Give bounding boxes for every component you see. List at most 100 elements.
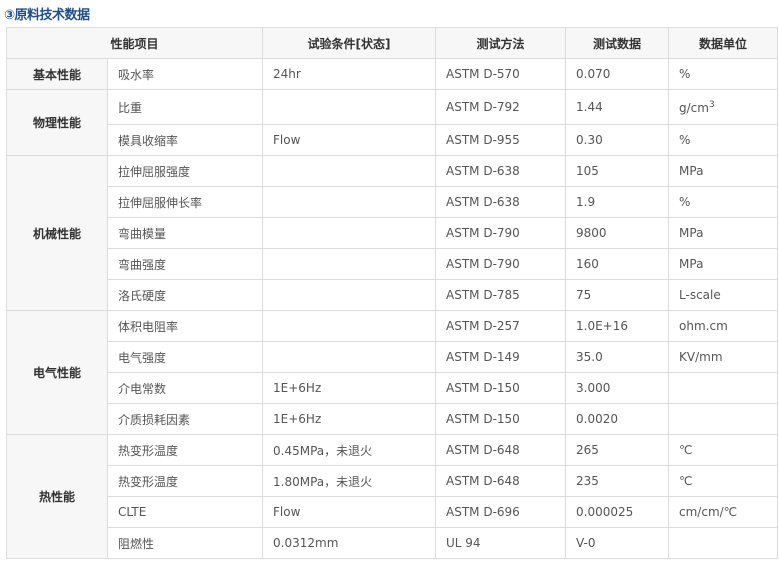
cell-condition [262, 155, 437, 187]
table-row: 电气性能 体积电阻率 ASTM D-257 1.0E+16 ohm.cm [6, 310, 779, 435]
cell-method: ASTM D-257 [435, 310, 567, 342]
table-row: 拉伸屈服伸长率 ASTM D-638 1.9% [7, 186, 779, 218]
cell-method: ASTM D-150 [435, 372, 567, 404]
cell-item: 弯曲强度 [106, 248, 264, 280]
cell-unit: KV/mm [668, 341, 779, 373]
header-property: 性能项目 [5, 27, 264, 59]
cell-unit: % [668, 186, 779, 218]
cell-value: 105 [565, 155, 670, 187]
cell-item: 阻燃性 [106, 527, 264, 559]
cell-item: 吸水率 [106, 58, 264, 90]
unit-text: g/cm [679, 100, 709, 115]
unit-superscript: 3 [708, 99, 715, 110]
cell-value: 3.000 [565, 372, 670, 404]
cell-condition: Flow [262, 124, 437, 156]
cell-value: 35.0 [565, 341, 670, 373]
cell-method: ASTM D-638 [435, 155, 567, 187]
group-label: 机械性能 [6, 155, 108, 311]
table-row: 介电常数 1E+6Hz ASTM D-150 3.000 [7, 372, 779, 404]
cell-method: ASTM D-792 [435, 89, 567, 125]
cell-item: 拉伸屈服伸长率 [106, 186, 264, 218]
cell-method: ASTM D-955 [435, 124, 567, 156]
cell-value: V-0 [565, 527, 670, 559]
table-row: 阻燃性 0.0312mm UL 94 V-0 [7, 527, 779, 559]
cell-value: 1.0E+16 [565, 310, 670, 342]
cell-unit [668, 372, 779, 404]
cell-condition [262, 186, 437, 218]
cell-condition: 0.45MPa，未退火 [262, 434, 437, 466]
cell-unit: g/cm3 [668, 89, 779, 125]
cell-unit: ℃ [668, 465, 779, 497]
header-condition: 试验条件[状态] [262, 27, 437, 59]
cell-item: 洛氏硬度 [106, 279, 264, 311]
cell-condition [262, 310, 437, 342]
cell-unit: % [668, 58, 779, 90]
table-row: 弯曲模量 ASTM D-790 9800 MPa [7, 217, 779, 249]
cell-item: 体积电阻率 [106, 310, 264, 342]
cell-value: 235 [565, 465, 670, 497]
cell-condition [262, 341, 437, 373]
cell-condition [262, 248, 437, 280]
cell-condition: 0.0312mm [262, 527, 437, 559]
cell-value: 9800 [565, 217, 670, 249]
cell-value: 1.44 [565, 89, 670, 125]
cell-item: 拉伸屈服强度 [106, 155, 264, 187]
cell-method: ASTM D-149 [435, 341, 567, 373]
group-label: 热性能 [6, 434, 108, 559]
cell-condition [262, 217, 437, 249]
cell-condition: Flow [262, 496, 437, 528]
cell-unit: L-scale [668, 279, 779, 311]
cell-value: 0.000025 [565, 496, 670, 528]
cell-item: 比重 [106, 89, 264, 125]
table-row: 机械性能 拉伸屈服强度 ASTM D-638 105 MPa [6, 155, 779, 311]
cell-method: UL 94 [435, 527, 567, 559]
table-row: 物理性能 比重 ASTM D-792 1.44 g/cm3 [6, 89, 779, 156]
header-method: 测试方法 [435, 27, 567, 59]
cell-item: 弯曲模量 [106, 217, 264, 249]
cell-value: 160 [565, 248, 670, 280]
cell-item: CLTE [106, 496, 264, 528]
cell-unit: MPa [668, 155, 779, 187]
cell-item: 热变形温度 [106, 434, 264, 466]
group-label: 基本性能 [6, 58, 108, 90]
cell-unit: % [668, 124, 779, 156]
group-label: 物理性能 [6, 89, 108, 156]
table-row: 基本性能 吸水率 24hr ASTM D-570 0.070% [6, 58, 779, 90]
table-row: 热性能 热变形温度 0.45MPa，未退火 ASTM D-648 265 ℃ [6, 434, 779, 559]
cell-condition: 24hr [262, 58, 437, 90]
cell-item: 介质损耗因素 [106, 403, 264, 435]
cell-unit: MPa [668, 248, 779, 280]
cell-value: 265 [565, 434, 670, 466]
tech-data-table: 性能项目 试验条件[状态] 测试方法 测试数据 数据单位 基本性能 吸水率 24hr… [5, 27, 779, 559]
cell-item: 热变形温度 [106, 465, 264, 497]
table-row: 介质损耗因素 1E+6Hz ASTM D-150 0.0020 [7, 403, 779, 435]
cell-method: ASTM D-150 [435, 403, 567, 435]
table-row: CLTE Flow ASTM D-696 0.000025 cm/cm/℃ [7, 496, 779, 528]
section-title: ③原料技术数据 [4, 8, 90, 23]
table-row: 洛氏硬度 ASTM D-785 75 L-scale [7, 279, 779, 311]
table-row: 热变形温度 1.80MPa，未退火 ASTM D-648 235 ℃ [7, 465, 779, 497]
cell-unit [668, 403, 779, 435]
cell-method: ASTM D-696 [435, 496, 567, 528]
cell-condition [262, 279, 437, 311]
cell-item: 介电常数 [106, 372, 264, 404]
header-unit: 数据单位 [668, 27, 779, 59]
cell-value: 75 [565, 279, 670, 311]
cell-condition: 1.80MPa，未退火 [262, 465, 437, 497]
cell-value: 0.30 [565, 124, 670, 156]
cell-method: ASTM D-570 [435, 58, 567, 90]
cell-method: ASTM D-785 [435, 279, 567, 311]
cell-method: ASTM D-790 [435, 248, 567, 280]
cell-method: ASTM D-648 [435, 434, 567, 466]
cell-unit: ohm.cm [668, 310, 779, 342]
header-value: 测试数据 [565, 27, 670, 59]
cell-item: 电气强度 [106, 341, 264, 373]
table-row: 弯曲强度 ASTM D-790 160 MPa [7, 248, 779, 280]
table-row: 模具收缩率 Flow ASTM D-955 0.30% [7, 124, 779, 156]
cell-method: ASTM D-638 [435, 186, 567, 218]
cell-condition: 1E+6Hz [262, 372, 437, 404]
group-label: 电气性能 [6, 310, 108, 435]
cell-value: 1.9 [565, 186, 670, 218]
cell-unit: ℃ [668, 434, 779, 466]
cell-value: 0.0020 [565, 403, 670, 435]
